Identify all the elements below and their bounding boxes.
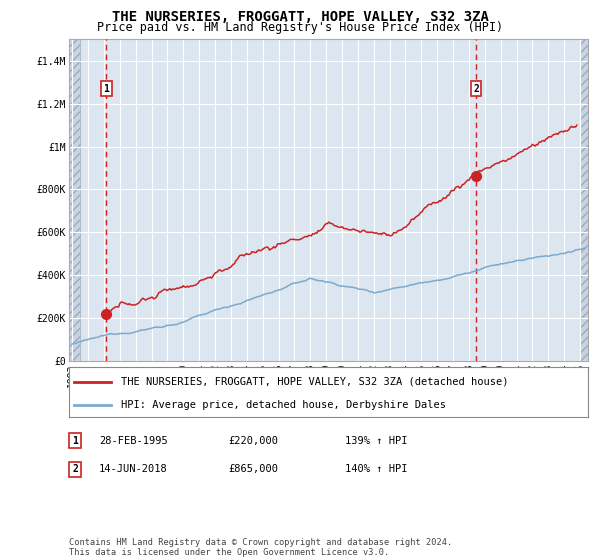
Text: 140% ↑ HPI: 140% ↑ HPI — [345, 464, 407, 474]
Bar — [69, 39, 80, 361]
Bar — [580, 39, 588, 361]
Text: THE NURSERIES, FROGGATT, HOPE VALLEY, S32 3ZA: THE NURSERIES, FROGGATT, HOPE VALLEY, S3… — [112, 10, 488, 24]
Text: 1: 1 — [72, 436, 78, 446]
Text: HPI: Average price, detached house, Derbyshire Dales: HPI: Average price, detached house, Derb… — [121, 400, 446, 409]
Bar — [580, 39, 588, 361]
Text: 14-JUN-2018: 14-JUN-2018 — [99, 464, 168, 474]
Text: 139% ↑ HPI: 139% ↑ HPI — [345, 436, 407, 446]
Text: 2: 2 — [473, 83, 479, 94]
Text: THE NURSERIES, FROGGATT, HOPE VALLEY, S32 3ZA (detached house): THE NURSERIES, FROGGATT, HOPE VALLEY, S3… — [121, 377, 508, 387]
Bar — [69, 39, 80, 361]
Text: 28-FEB-1995: 28-FEB-1995 — [99, 436, 168, 446]
Text: 1: 1 — [104, 83, 109, 94]
Text: £220,000: £220,000 — [228, 436, 278, 446]
Text: Price paid vs. HM Land Registry's House Price Index (HPI): Price paid vs. HM Land Registry's House … — [97, 21, 503, 34]
Text: 2: 2 — [72, 464, 78, 474]
Text: £865,000: £865,000 — [228, 464, 278, 474]
Text: Contains HM Land Registry data © Crown copyright and database right 2024.
This d: Contains HM Land Registry data © Crown c… — [69, 538, 452, 557]
